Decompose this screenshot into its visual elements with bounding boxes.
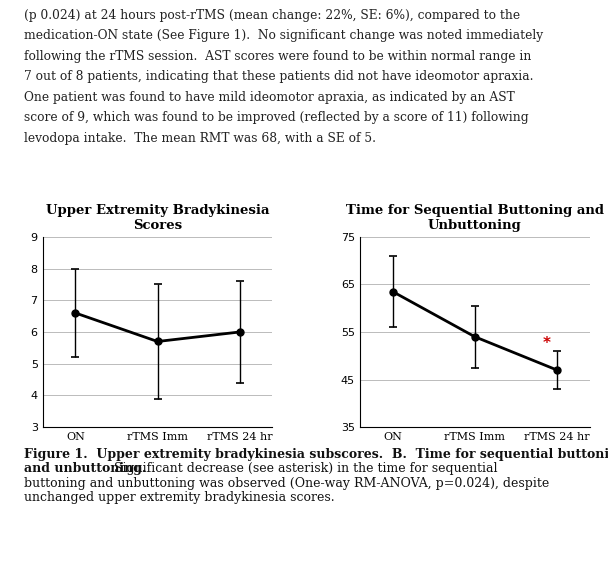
Title: Upper Extremity Bradykinesia
Scores: Upper Extremity Bradykinesia Scores — [46, 204, 269, 232]
Title: Time for Sequential Buttoning and
Unbuttoning: Time for Sequential Buttoning and Unbutt… — [346, 204, 604, 232]
Text: (p 0.024) at 24 hours post-rTMS (mean change: 22%, SE: 6%), compared to the
medi: (p 0.024) at 24 hours post-rTMS (mean ch… — [24, 9, 544, 144]
Text: Significant decrease (see asterisk) in the time for sequential: Significant decrease (see asterisk) in t… — [106, 462, 498, 475]
Text: and unbuttoning.: and unbuttoning. — [24, 462, 147, 475]
Text: unchanged upper extremity bradykinesia scores.: unchanged upper extremity bradykinesia s… — [24, 491, 335, 504]
Text: *: * — [543, 336, 551, 352]
Text: Figure 1.  Upper extremity bradykinesia subscores.  B.  Time for sequential butt: Figure 1. Upper extremity bradykinesia s… — [24, 448, 608, 460]
Text: buttoning and unbuttoning was observed (One-way RM-ANOVA, p=0.024), despite: buttoning and unbuttoning was observed (… — [24, 477, 550, 490]
